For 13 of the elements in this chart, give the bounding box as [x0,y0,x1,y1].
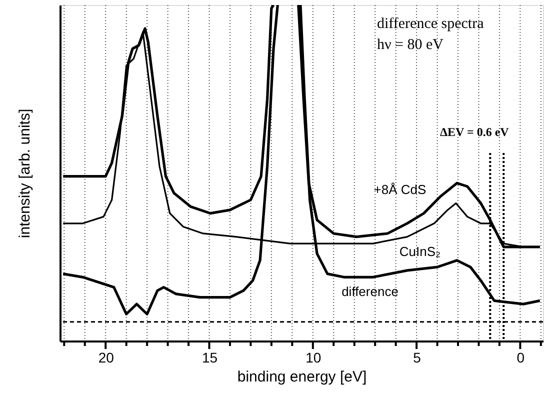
y-axis-title: intensity [arb. units] [16,108,34,238]
x-axis-title: binding energy [eV] [237,368,367,386]
x-tick-label: 5 [413,350,422,366]
annotation: ΔEV = 0.6 eV [440,125,510,139]
x-tick-label: 0 [516,350,525,366]
x-tick-label: 15 [202,350,218,366]
annotation: difference spectra [377,16,484,32]
x-tick-label: 10 [306,350,322,366]
x-tick-label: 20 [98,350,114,366]
series-label: CuInS₂ [399,244,441,259]
annotation: hν = 80 eV [377,37,444,53]
series-label: difference [342,284,398,299]
series-label: +8Å CdS [374,182,427,197]
